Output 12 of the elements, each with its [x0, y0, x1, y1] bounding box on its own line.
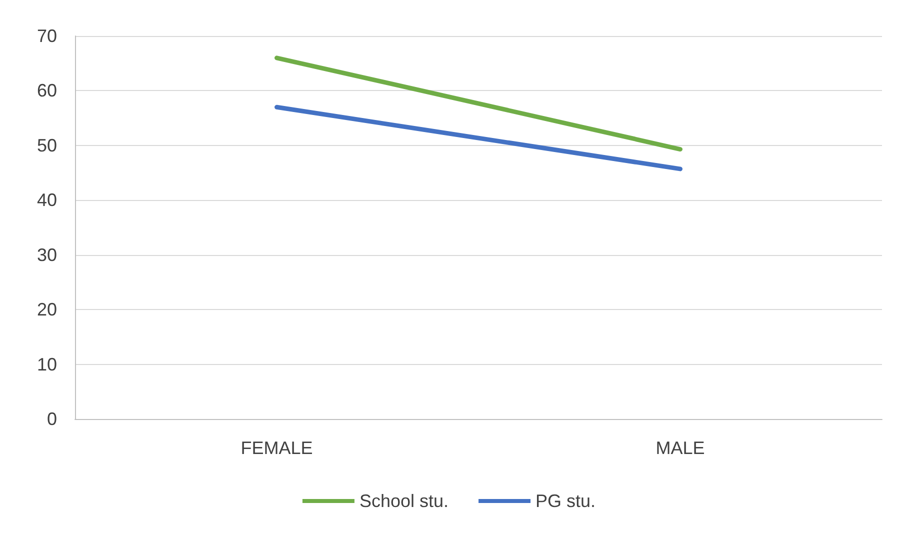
- legend-label: PG stu.: [536, 491, 596, 511]
- y-tick-label: 60: [36, 80, 57, 101]
- y-tick-label: 40: [36, 190, 57, 210]
- y-tick-label: 20: [36, 300, 57, 320]
- y-tick-label: 30: [36, 244, 57, 265]
- y-tick-label: 50: [36, 135, 57, 156]
- x-tick-label: FEMALE: [240, 438, 313, 458]
- legend-label: School stu.: [359, 491, 449, 511]
- y-tick-label: 0: [46, 409, 57, 429]
- x-tick-label: MALE: [656, 438, 705, 458]
- y-tick-label: 10: [36, 354, 57, 374]
- y-tick-label: 70: [36, 26, 57, 46]
